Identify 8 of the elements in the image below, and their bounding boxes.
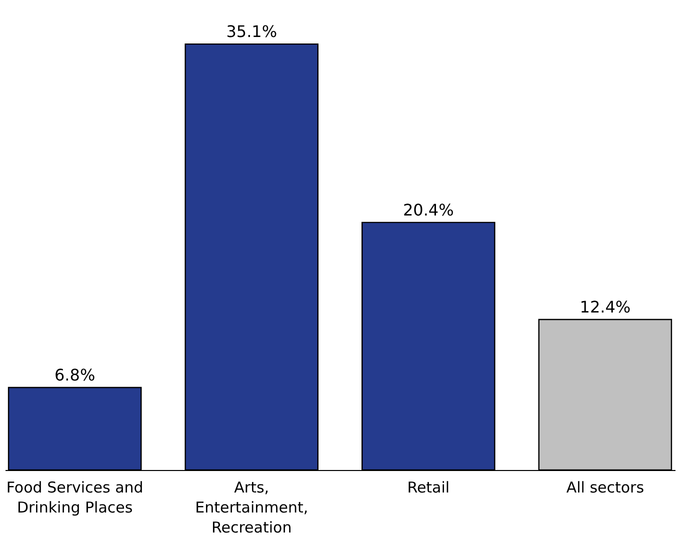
x-tick-label: Food Services and Drinking Places <box>6 478 144 516</box>
data-label: 35.1% <box>226 22 278 42</box>
data-label: 12.4% <box>580 298 631 317</box>
x-tick-label: All sectors <box>566 478 644 496</box>
data-label: 20.4% <box>402 200 454 220</box>
x-tick-label: Arts, Entertainment, Recreation <box>195 478 308 536</box>
x-tick-label: Retail <box>407 478 450 496</box>
data-label: 6.8% <box>54 365 96 384</box>
